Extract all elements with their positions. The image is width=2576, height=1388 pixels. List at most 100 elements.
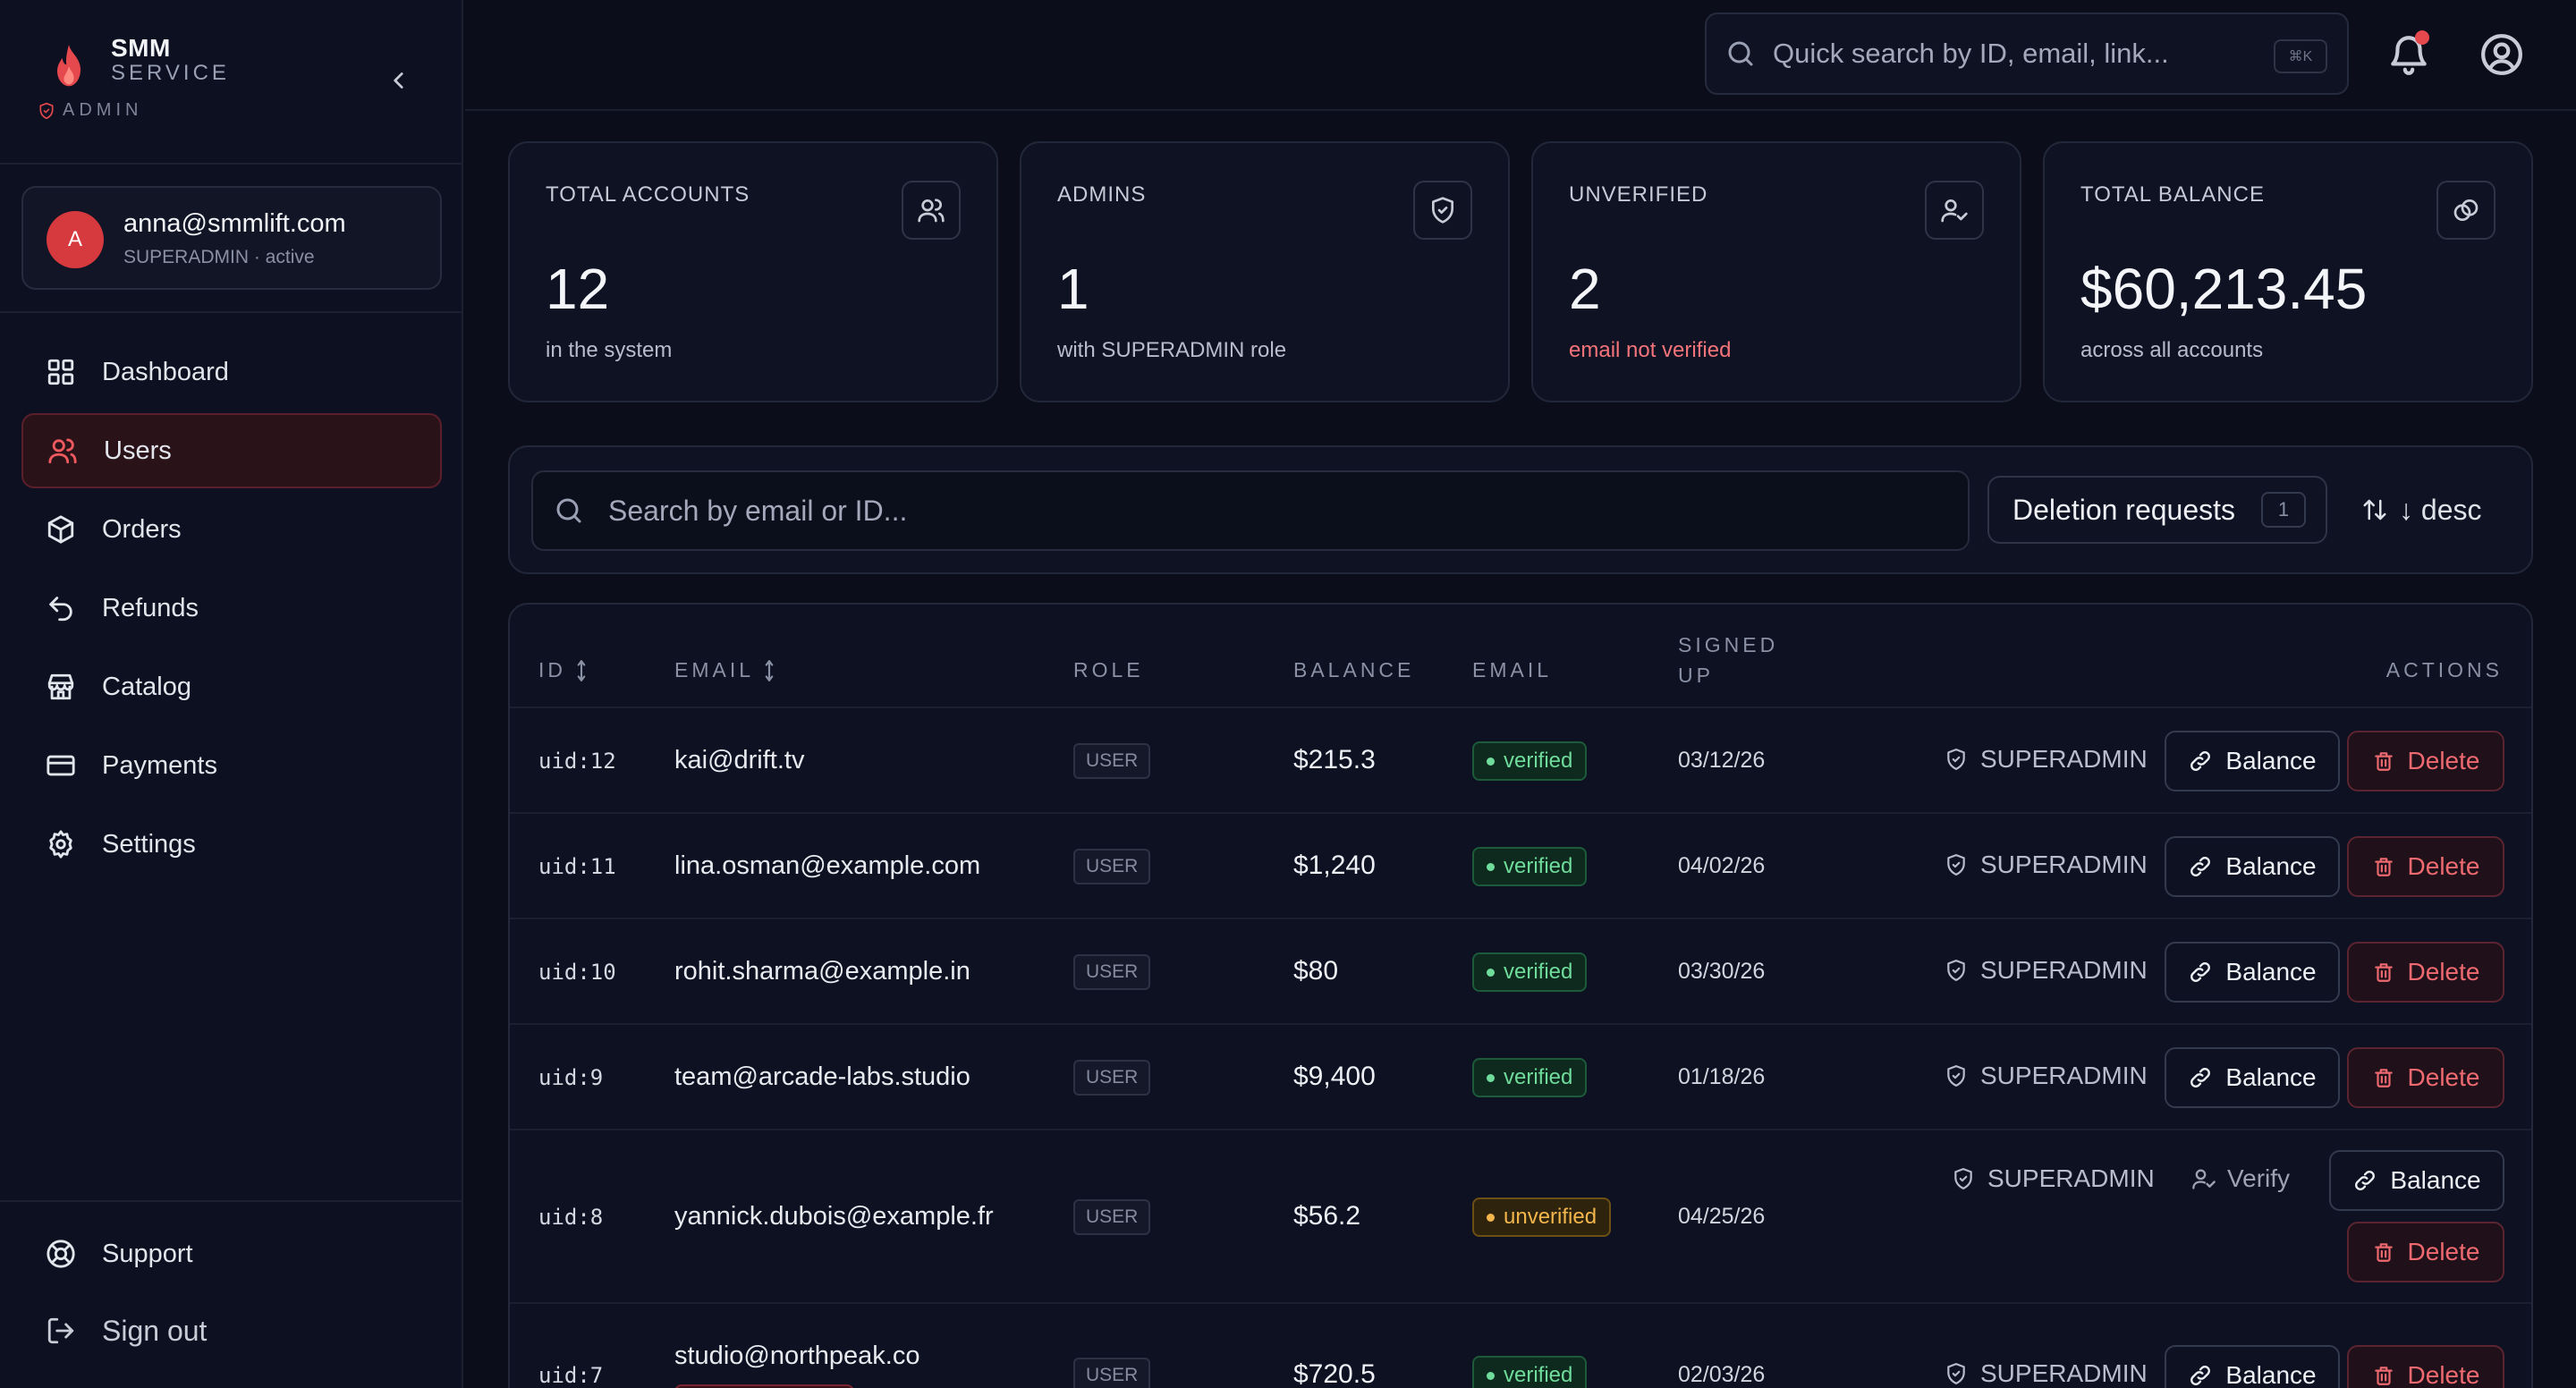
user-balance: $9,400 bbox=[1293, 1062, 1376, 1091]
divider bbox=[0, 163, 463, 165]
superadmin-label: SUPERADMIN bbox=[1987, 1164, 2155, 1192]
make-superadmin-button[interactable]: SUPERADMIN bbox=[1945, 851, 2148, 879]
sign-out-label: Sign out bbox=[102, 1314, 208, 1347]
quick-search-input[interactable]: Quick search by ID, email, link... ⌘K bbox=[1705, 13, 2349, 95]
nav-item-dashboard[interactable]: Dashboard bbox=[21, 334, 442, 410]
status-text: verified bbox=[1504, 960, 1573, 984]
delete-button[interactable]: Delete bbox=[2347, 1222, 2504, 1282]
delete-label: Delete bbox=[2407, 1063, 2480, 1091]
delete-button[interactable]: Delete bbox=[2347, 1047, 2504, 1108]
balance-button[interactable]: Balance bbox=[2165, 1047, 2340, 1108]
user-balance: $1,240 bbox=[1293, 851, 1376, 880]
shield-icon bbox=[1945, 959, 1968, 982]
nav-label: Refunds bbox=[102, 593, 199, 622]
status-text: unverified bbox=[1504, 1205, 1597, 1229]
user-balance: $720.5 bbox=[1293, 1359, 1376, 1388]
nav-item-orders[interactable]: Orders bbox=[21, 492, 442, 567]
shield-icon bbox=[1945, 1362, 1968, 1385]
chevron-left-icon bbox=[394, 72, 403, 89]
verify-label: Verify bbox=[2227, 1164, 2291, 1192]
delete-button[interactable]: Delete bbox=[2347, 1345, 2504, 1388]
role-badge: USER bbox=[1073, 954, 1151, 990]
trash-icon bbox=[2372, 855, 2395, 878]
support-link[interactable]: Support bbox=[21, 1218, 442, 1290]
email-status-badge: verified bbox=[1472, 1058, 1588, 1097]
account-email: anna@smmlift.com bbox=[123, 209, 346, 238]
nav-item-refunds[interactable]: Refunds bbox=[21, 571, 442, 646]
status-dot bbox=[1487, 757, 1495, 766]
column-header-role: ROLE bbox=[1073, 658, 1144, 681]
search-icon bbox=[556, 498, 581, 523]
collapse-sidebar-button[interactable] bbox=[383, 64, 415, 97]
users-icon bbox=[902, 181, 961, 240]
account-card[interactable]: A anna@smmlift.com SUPERADMIN · active bbox=[21, 186, 442, 290]
notifications-button[interactable] bbox=[2386, 32, 2431, 77]
users-table: ID EMAIL ROLE BALANCE EMAIL SIGNED UP AC… bbox=[508, 603, 2533, 1388]
balance-button[interactable]: Balance bbox=[2165, 836, 2340, 897]
delete-label: Delete bbox=[2407, 1238, 2480, 1265]
stat-value: 1 bbox=[1057, 257, 1089, 321]
make-superadmin-button[interactable]: SUPERADMIN bbox=[1945, 1062, 2148, 1090]
nav-item-catalog[interactable]: Catalog bbox=[21, 649, 442, 724]
profile-button[interactable] bbox=[2479, 32, 2524, 77]
user-search-placeholder: Search by email or ID... bbox=[608, 494, 908, 527]
admin-badge-label: ADMIN bbox=[63, 100, 143, 120]
signed-up-date: 04/25/26 bbox=[1678, 1204, 1766, 1229]
link-icon bbox=[2352, 1168, 2377, 1193]
signed-up-date: 03/12/26 bbox=[1678, 748, 1766, 773]
make-superadmin-button[interactable]: SUPERADMIN bbox=[1945, 1359, 2148, 1388]
stat-label: UNVERIFIED bbox=[1569, 182, 1708, 207]
delete-button[interactable]: Delete bbox=[2347, 942, 2504, 1003]
column-header-id[interactable]: ID bbox=[538, 658, 588, 682]
make-superadmin-button[interactable]: SUPERADMIN bbox=[1952, 1164, 2155, 1193]
nav-label: Payments bbox=[102, 750, 217, 780]
delete-button[interactable]: Delete bbox=[2347, 836, 2504, 897]
sort-icon bbox=[765, 659, 774, 681]
user-email[interactable]: studio@northpeak.co bbox=[674, 1341, 920, 1370]
user-balance: $215.3 bbox=[1293, 745, 1376, 774]
signed-up-date: 02/03/26 bbox=[1678, 1362, 1766, 1387]
user-id: uid:12 bbox=[538, 749, 616, 774]
nav-item-users[interactable]: Users bbox=[21, 413, 442, 488]
bell-icon bbox=[2391, 36, 2427, 75]
table-row: uid:8 yannick.dubois@example.fr USER $56.2 u… bbox=[510, 1130, 2531, 1304]
stat-sub: with SUPERADMIN role bbox=[1057, 338, 1287, 362]
logout-icon bbox=[43, 1313, 79, 1349]
balance-button[interactable]: Balance bbox=[2165, 942, 2340, 1003]
user-email[interactable]: team@arcade-labs.studio bbox=[674, 1062, 970, 1091]
stat-value: $60,213.45 bbox=[2080, 257, 2368, 321]
make-superadmin-button[interactable]: SUPERADMIN bbox=[1945, 956, 2148, 985]
make-superadmin-button[interactable]: SUPERADMIN bbox=[1945, 745, 2148, 774]
user-email[interactable]: lina.osman@example.com bbox=[674, 851, 981, 880]
gear-icon bbox=[43, 826, 79, 862]
delete-label: Delete bbox=[2407, 1361, 2480, 1388]
undo-icon bbox=[43, 590, 79, 626]
role-badge: USER bbox=[1073, 743, 1151, 779]
user-search-input[interactable]: Search by email or ID... bbox=[531, 470, 1970, 551]
trash-icon bbox=[2372, 1066, 2395, 1089]
nav-item-payments[interactable]: Payments bbox=[21, 728, 442, 803]
verify-button[interactable]: Verify bbox=[2191, 1164, 2290, 1193]
deletion-requests-label: Deletion requests bbox=[2012, 493, 2236, 526]
stat-sub: in the system bbox=[546, 338, 673, 362]
balance-button[interactable]: Balance bbox=[2165, 1345, 2340, 1388]
table-row: uid:7 studio@northpeak.co deletion request… bbox=[510, 1304, 2531, 1388]
delete-button[interactable]: Delete bbox=[2347, 731, 2504, 791]
column-header-email[interactable]: EMAIL bbox=[674, 658, 775, 682]
balance-button[interactable]: Balance bbox=[2165, 731, 2340, 791]
signed-up-date: 03/30/26 bbox=[1678, 959, 1766, 984]
balance-label: Balance bbox=[2225, 852, 2317, 880]
trash-icon bbox=[2372, 961, 2395, 984]
shortcut-hint: ⌘K bbox=[2274, 39, 2327, 73]
balance-button[interactable]: Balance bbox=[2329, 1150, 2504, 1211]
user-email[interactable]: kai@drift.tv bbox=[674, 746, 805, 774]
sort-icon bbox=[577, 659, 586, 681]
user-email[interactable]: yannick.dubois@example.fr bbox=[674, 1202, 994, 1231]
email-status-badge: verified bbox=[1472, 1356, 1588, 1388]
user-email[interactable]: rohit.sharma@example.in bbox=[674, 957, 970, 986]
deletion-requests-button[interactable]: Deletion requests 1 bbox=[1987, 476, 2327, 544]
sign-out-button[interactable]: Sign out bbox=[21, 1293, 442, 1368]
nav-item-settings[interactable]: Settings bbox=[21, 807, 442, 882]
sort-button[interactable]: ↓ desc bbox=[2361, 479, 2481, 540]
deletion-requests-count: 1 bbox=[2261, 492, 2306, 528]
